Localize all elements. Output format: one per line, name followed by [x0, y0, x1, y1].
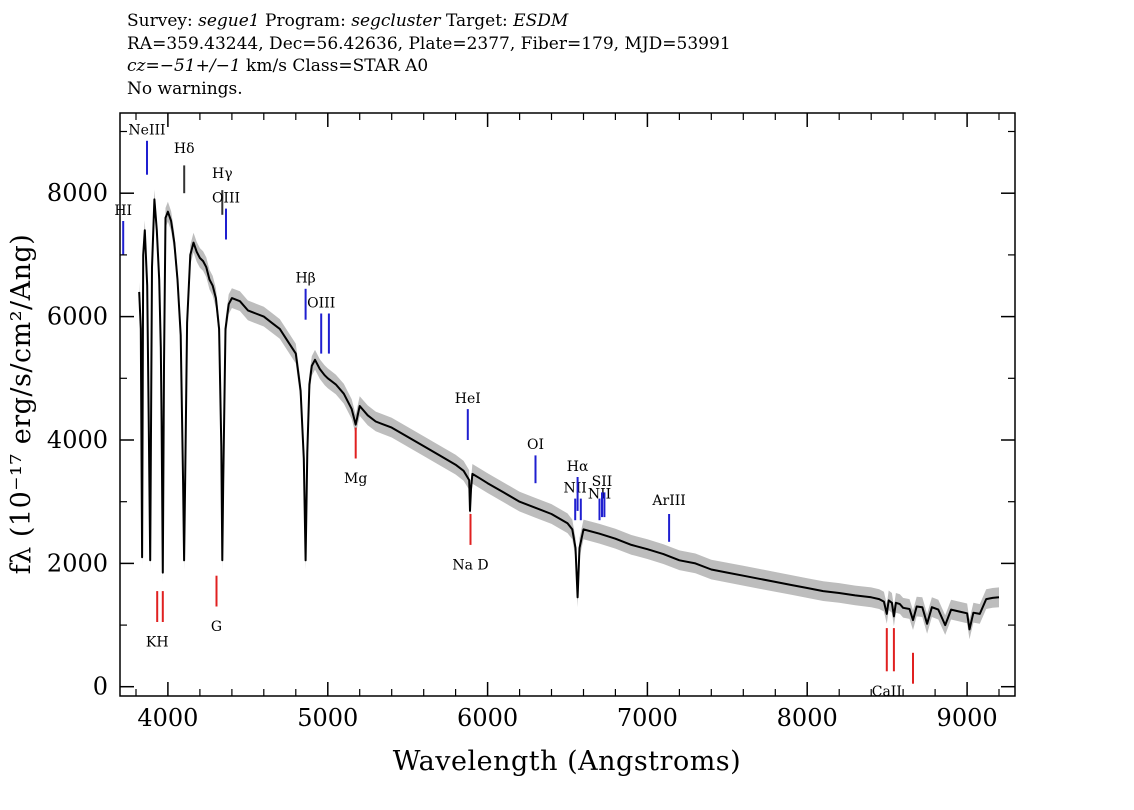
- axis-tick-layer: 4000 5000 6000 7000 8000 9000 0 2000 4000 6000 800…: [47, 113, 1015, 732]
- program-label: Program:: [265, 11, 346, 31]
- marker-label-9: HeI: [455, 391, 481, 407]
- x-tick-label-4: 8000: [777, 704, 838, 732]
- plot-frame: [119, 112, 1016, 697]
- x-tick-label-1: 5000: [297, 704, 358, 732]
- marker-label-8: Mg: [344, 471, 367, 487]
- header-warnings-line: No warnings.: [127, 78, 243, 99]
- spectrum-line: [138, 198, 1000, 631]
- error-band: [139, 189, 999, 640]
- marker-label-12: NII: [564, 480, 587, 496]
- marker-label-11: OI: [527, 437, 544, 453]
- marker-label-6: OIII: [307, 295, 335, 311]
- marker-label-22: CaII: [872, 684, 902, 700]
- y-tick-label-0: 0: [93, 673, 108, 701]
- y-tick-label-4: 8000: [47, 179, 108, 207]
- y-axis-title: fλ (10⁻¹⁷ erg/s/cm²/Ang): [6, 234, 37, 575]
- header-coordinates-line: RA=359.43244, Dec=56.42636, Plate=2377, …: [127, 33, 731, 54]
- marker-label-19: G: [211, 619, 222, 635]
- marker-label-0: HI: [114, 203, 132, 219]
- y-tick-label-2: 4000: [47, 426, 108, 454]
- y-tick-label-3: 6000: [47, 303, 108, 331]
- x-tick-label-3: 7000: [617, 704, 678, 732]
- marker-label-1: NeIII: [128, 123, 165, 139]
- marker-label-4: OIII: [212, 191, 240, 207]
- x-axis-title: Wavelength (Angstroms): [393, 746, 741, 777]
- marker-label-16: SII: [592, 474, 613, 490]
- marker-label-18: ArIII: [651, 493, 685, 509]
- error-band-layer: [139, 189, 999, 640]
- marker-label-2: Hδ: [174, 141, 195, 157]
- cz-value: −51+/−1: [159, 56, 241, 76]
- target-value: ESDM: [513, 11, 569, 31]
- marker-label-5: Hβ: [295, 271, 315, 287]
- marker-label-13: Hα: [567, 459, 589, 475]
- header-redshift-line: cz=−51+/−1 km/s Class=STAR A0: [127, 55, 731, 78]
- survey-value: segue1: [198, 11, 260, 31]
- spectrum-header: Survey: segue1 Program: segcluster Targe…: [127, 10, 731, 100]
- header-survey-line: Survey: segue1 Program: segcluster Targe…: [127, 10, 731, 33]
- marker-label-10: Na D: [452, 558, 488, 574]
- survey-label: Survey:: [127, 11, 193, 31]
- program-value: segcluster: [351, 11, 441, 31]
- x-tick-label-2: 6000: [457, 704, 518, 732]
- x-tick-label-5: 9000: [937, 704, 998, 732]
- marker-label-20: KH: [146, 635, 169, 651]
- marker-label-3: Hγ: [212, 166, 233, 182]
- y-tick-label-1: 2000: [47, 549, 108, 577]
- target-label: Target:: [445, 11, 508, 31]
- x-tick-label-0: 4000: [137, 704, 198, 732]
- spectrum-series-layer: [138, 198, 1000, 631]
- cz-label: cz=: [127, 56, 160, 76]
- cz-rest: km/s Class=STAR A0: [240, 56, 429, 76]
